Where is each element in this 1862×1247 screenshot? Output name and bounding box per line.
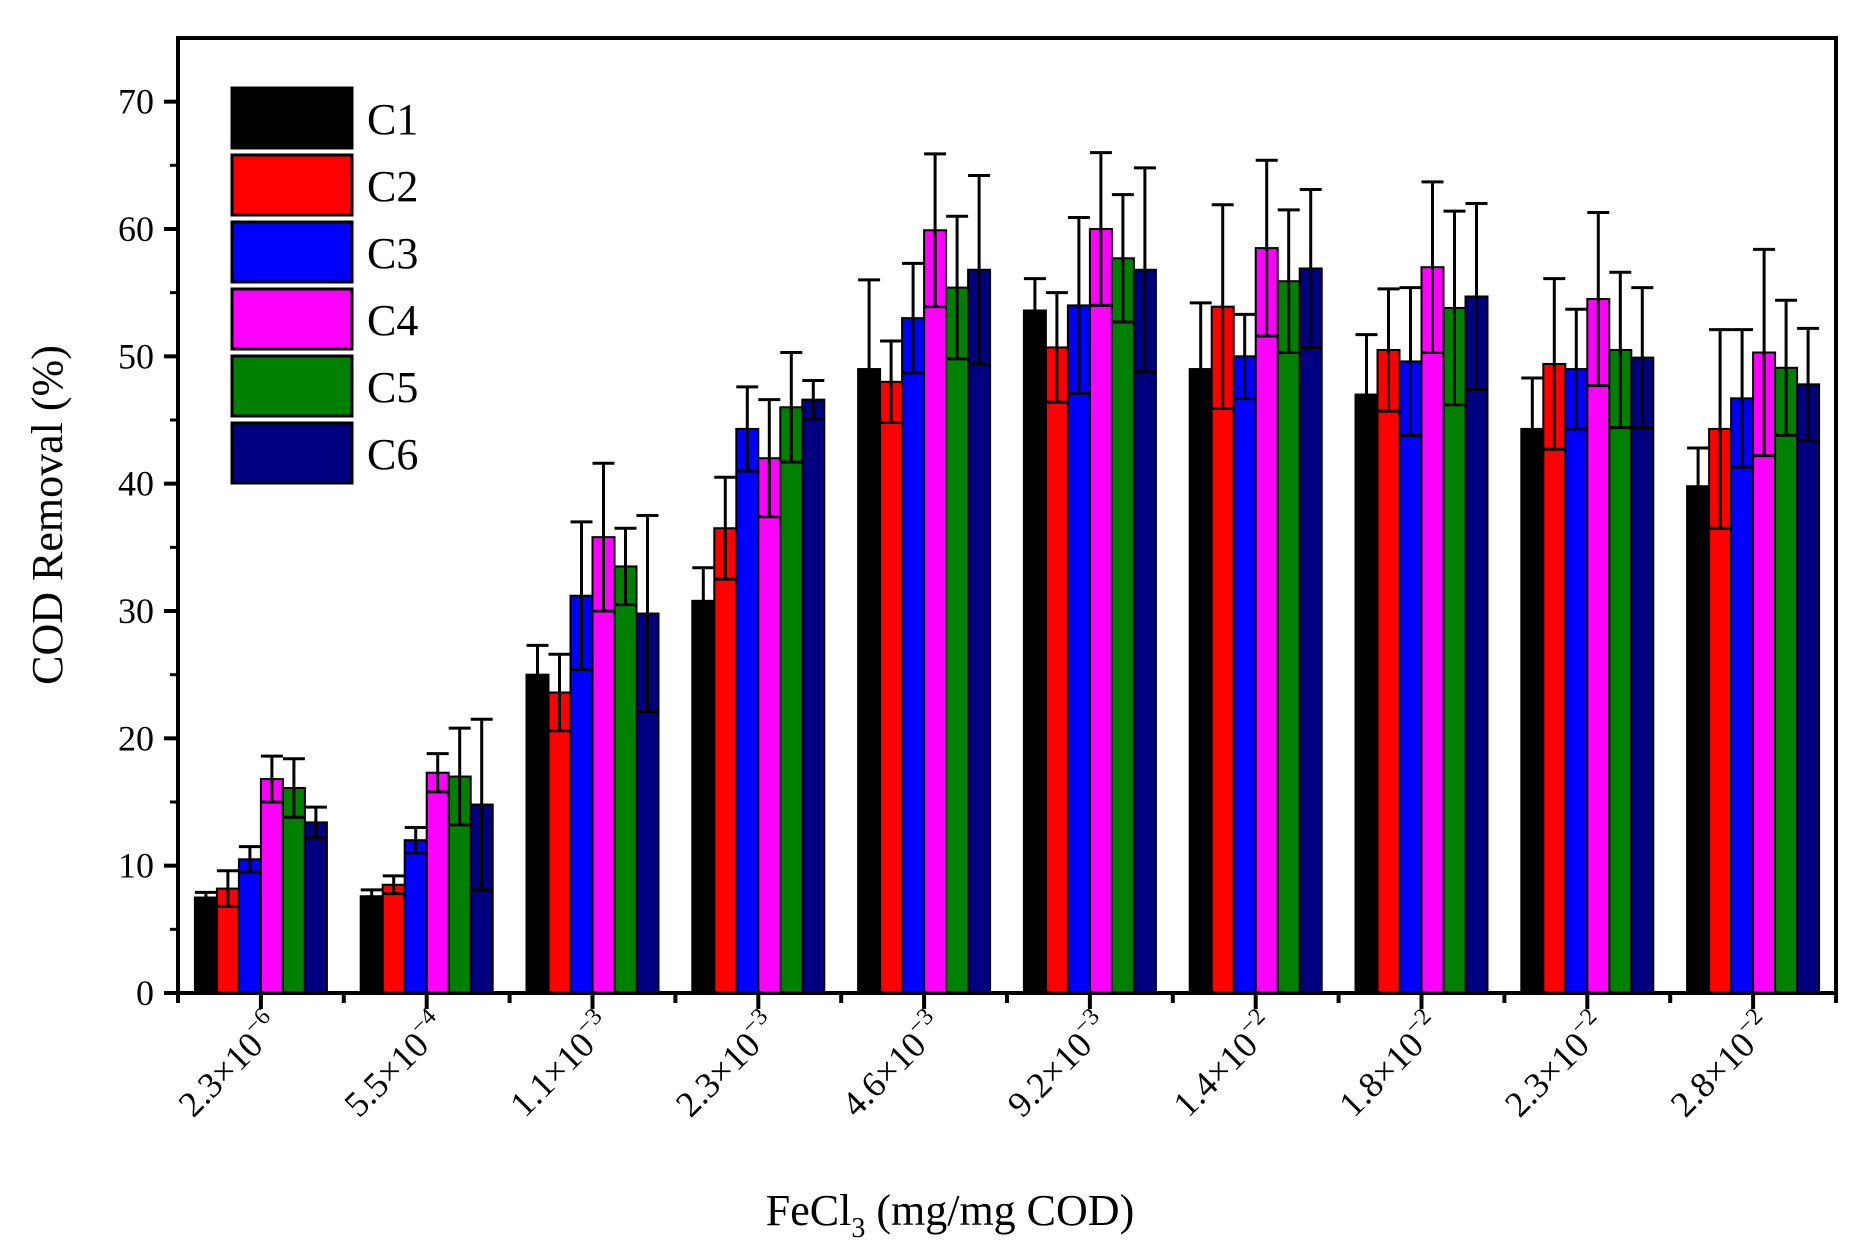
legend-swatch-c6 — [230, 421, 354, 485]
x-axis-title: FeCl3 (mg/mg COD) — [766, 1186, 1134, 1244]
bar-c6-4 — [801, 398, 826, 995]
x-axis-title-suffix: (mg/mg COD) — [865, 1186, 1134, 1235]
legend-swatch-c1 — [230, 86, 354, 150]
legend-swatch-c3 — [230, 220, 354, 284]
bar-c4-2 — [425, 771, 450, 994]
y-tick-label: 20 — [118, 718, 154, 758]
y-tick-label: 0 — [136, 973, 154, 1013]
bar-c1-9 — [1520, 427, 1545, 994]
bar-c1-3 — [525, 673, 550, 995]
x-tick-label-mantissa: 1.4×10 — [1165, 1024, 1265, 1124]
x-axis-title-subscript: 3 — [851, 1213, 865, 1244]
bar-c1-8 — [1354, 393, 1379, 994]
x-tick-label-6: 9.2×10−3 — [997, 1004, 1118, 1125]
x-tick-label-8: 1.8×10−2 — [1328, 1004, 1449, 1125]
bar-c3-5 — [901, 317, 926, 994]
x-tick-label-5: 4.6×10−3 — [831, 1004, 952, 1125]
x-axis-title-main: FeCl — [766, 1186, 852, 1235]
legend-swatch-c5 — [230, 354, 354, 418]
bar-c3-10 — [1730, 397, 1755, 994]
x-tick-label-3: 1.1×10−3 — [499, 1004, 620, 1125]
bar-c1-7 — [1188, 368, 1213, 995]
y-tick-label: 60 — [118, 209, 154, 249]
bar-c6-6 — [1132, 268, 1157, 995]
x-tick-label-mantissa: 2.3×10 — [171, 1024, 271, 1124]
bar-c1-5 — [857, 368, 882, 995]
legend-label-c6: C6 — [367, 430, 418, 479]
bar-c2-9 — [1542, 362, 1567, 994]
bar-c3-6 — [1066, 304, 1091, 994]
bar-c3-9 — [1564, 368, 1589, 995]
x-tick-label-mantissa: 5.5×10 — [336, 1024, 436, 1124]
legend-label-c5: C5 — [367, 363, 418, 412]
bar-c5-6 — [1110, 257, 1135, 994]
bar-c2-4 — [713, 527, 738, 994]
y-axis-title: COD Removal (%) — [23, 345, 72, 685]
x-tick-label-2: 5.5×10−4 — [334, 1004, 455, 1125]
bar-c4-7 — [1254, 247, 1279, 995]
bar-c1-2 — [359, 895, 384, 995]
bar-c4-1 — [259, 778, 284, 995]
legend: C1 C2 C3 C4 C5 C6 — [230, 86, 418, 485]
y-tick-label: 30 — [118, 591, 154, 631]
bar-c2-6 — [1044, 346, 1069, 995]
bar-c1-10 — [1686, 485, 1711, 994]
bar-c4-9 — [1586, 298, 1611, 994]
bar-c5-9 — [1608, 348, 1633, 994]
legend-swatch-c2 — [230, 153, 354, 217]
bar-c6-8 — [1464, 295, 1489, 994]
legend-label-c2: C2 — [367, 162, 418, 211]
legend-label-c3: C3 — [367, 229, 418, 278]
x-tick-label-mantissa: 4.6×10 — [834, 1024, 934, 1124]
bar-c3-7 — [1232, 355, 1257, 995]
y-tick-label: 10 — [118, 846, 154, 886]
bar-c3-1 — [237, 858, 262, 994]
x-tick-label-9: 2.3×10−2 — [1494, 1004, 1615, 1125]
bar-c2-5 — [879, 380, 904, 994]
bar-c1-6 — [1022, 309, 1047, 994]
bar-c4-5 — [923, 229, 948, 995]
x-tick-label-1: 2.3×10−6 — [168, 1004, 289, 1125]
x-tick-label-10: 2.8×10−2 — [1660, 1004, 1781, 1125]
bar-c4-6 — [1088, 228, 1113, 994]
x-tick-label-mantissa: 2.3×10 — [1497, 1024, 1597, 1124]
y-tick-label: 50 — [118, 336, 154, 376]
x-tick-label-7: 1.4×10−2 — [1163, 1004, 1284, 1125]
bar-c5-7 — [1276, 280, 1301, 994]
x-tick-label-mantissa: 1.1×10 — [502, 1024, 602, 1124]
bar-c4-4 — [757, 457, 782, 994]
bar-c3-8 — [1398, 360, 1423, 994]
bar-c2-3 — [547, 691, 572, 994]
bar-c1-1 — [193, 896, 218, 994]
bar-c1-4 — [691, 599, 716, 995]
x-tick-label-mantissa: 9.2×10 — [1000, 1024, 1100, 1124]
bar-c2-8 — [1376, 348, 1401, 994]
bar-c5-5 — [945, 286, 970, 995]
legend-swatch-c4 — [230, 287, 354, 351]
bar-c6-5 — [967, 268, 992, 995]
bar-c5-8 — [1442, 306, 1467, 994]
x-tick-label-mantissa: 2.8×10 — [1663, 1024, 1763, 1124]
x-tick-label-mantissa: 1.8×10 — [1331, 1024, 1431, 1124]
y-tick-label: 70 — [118, 82, 154, 122]
bar-c6-9 — [1630, 356, 1655, 994]
bar-c5-4 — [779, 406, 804, 994]
bar-c3-4 — [735, 427, 760, 994]
bar-c6-1 — [303, 821, 328, 995]
x-tick-label-mantissa: 2.3×10 — [668, 1024, 768, 1124]
y-tick-label: 40 — [118, 464, 154, 504]
bar-c6-10 — [1796, 383, 1821, 994]
bar-c2-2 — [381, 883, 406, 994]
bars-layer — [193, 151, 1821, 995]
bar-c5-3 — [613, 565, 638, 995]
bar-c6-7 — [1298, 267, 1323, 994]
legend-label-c4: C4 — [367, 296, 418, 345]
bar-c5-10 — [1774, 366, 1799, 994]
bar-c4-8 — [1420, 266, 1445, 994]
legend-label-c1: C1 — [367, 95, 418, 144]
bar-c3-2 — [403, 839, 428, 995]
x-tick-label-4: 2.3×10−3 — [665, 1004, 786, 1125]
